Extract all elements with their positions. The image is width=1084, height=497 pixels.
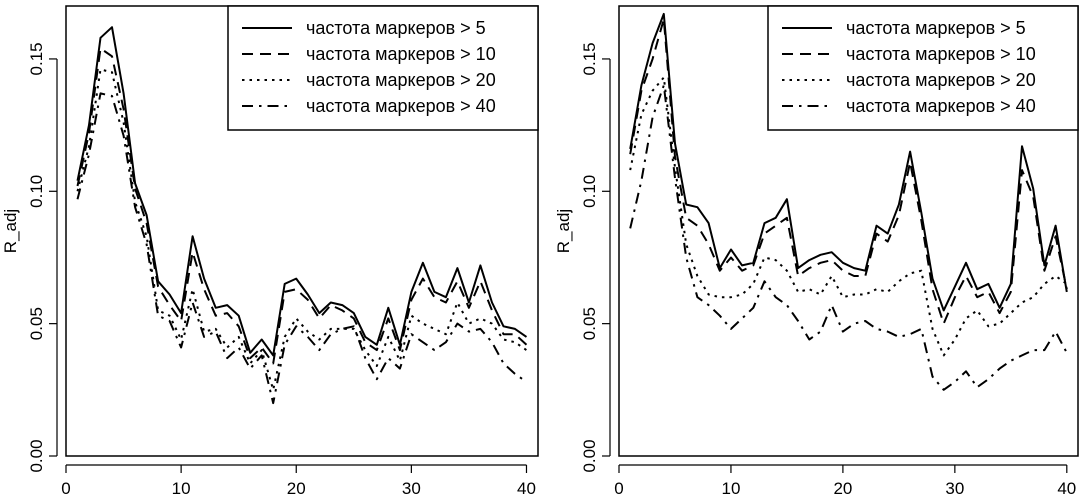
series-line-4: [76, 92, 528, 405]
series-line-1: [76, 26, 528, 357]
legend: частота маркеров > 5 частота маркеров > 1…: [767, 5, 1079, 131]
y-tick-label: 0.10: [580, 175, 599, 208]
series-line-3: [76, 68, 528, 391]
legend-label: частота маркеров > 40: [846, 96, 1036, 116]
series-line-3: [629, 76, 1068, 357]
legend: частота маркеров > 5 частота маркеров > 1…: [227, 5, 539, 131]
y-tick-label: 0.00: [27, 439, 46, 472]
y-axis-label: R_adj: [1, 209, 20, 253]
y-tick-label: 0.05: [27, 307, 46, 340]
x-tick-label: 20: [833, 479, 852, 497]
y-axis-label: R_adj: [554, 209, 573, 253]
legend-label: частота маркеров > 20: [306, 70, 496, 90]
x-tick-label: 10: [172, 479, 191, 497]
legend-label: частота маркеров > 5: [846, 18, 1026, 38]
chart-panel-1: 0 10 20 30 40 0.00 0.05 0.10 0.15 R_adj частота ма…: [1, 5, 539, 497]
chart-panel-2: 0 10 20 30 40 0.00 0.05 0.10 0.15 R_adj частота ма…: [554, 5, 1079, 497]
x-tick-label: 40: [1057, 479, 1076, 497]
legend-label: частота маркеров > 20: [846, 70, 1036, 90]
x-tick-label: 20: [287, 479, 306, 497]
y-tick-label: 0.05: [580, 307, 599, 340]
x-tick-label: 10: [721, 479, 740, 497]
legend-label: частота маркеров > 10: [846, 44, 1036, 64]
y-tick-label: 0.15: [27, 42, 46, 75]
y-tick-label: 0.10: [27, 175, 46, 208]
x-tick-label: 30: [402, 479, 421, 497]
series-line-1: [629, 12, 1068, 312]
legend-label: частота маркеров > 5: [306, 18, 486, 38]
x-tick-label: 0: [61, 479, 70, 497]
series-line-4: [629, 84, 1068, 391]
series-line-2: [76, 47, 528, 365]
legend-label: частота маркеров > 40: [306, 96, 496, 116]
legend-box: [767, 5, 1079, 131]
legend-label: частота маркеров > 10: [306, 44, 496, 64]
x-tick-label: 0: [614, 479, 623, 497]
x-tick-label: 40: [517, 479, 536, 497]
y-tick-label: 0.00: [580, 439, 599, 472]
series-line-2: [629, 18, 1068, 325]
x-tick-label: 30: [945, 479, 964, 497]
legend-box: [227, 5, 539, 131]
y-tick-label: 0.15: [580, 42, 599, 75]
